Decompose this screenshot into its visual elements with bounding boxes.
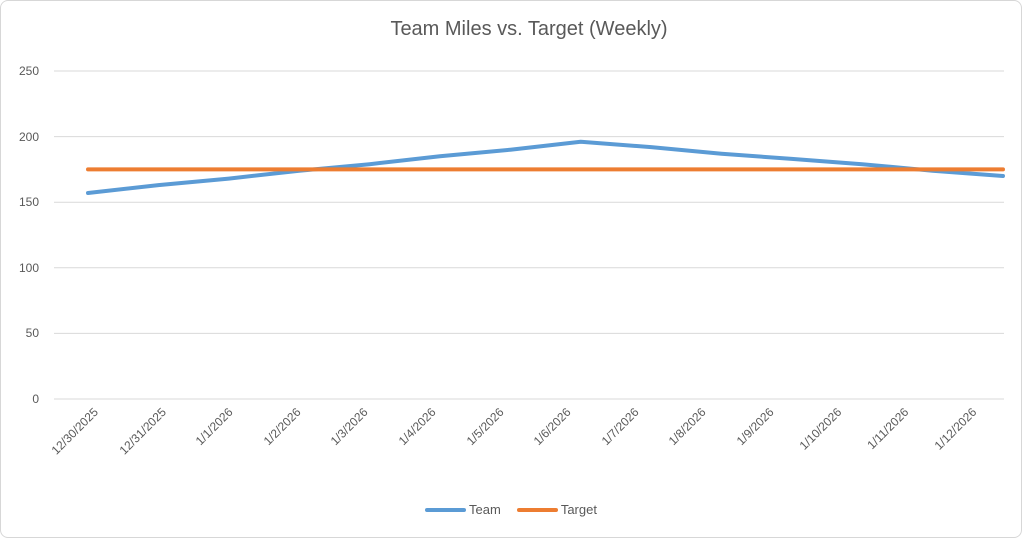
legend-label-target: Target	[560, 502, 597, 517]
legend: Team Target	[1, 502, 1021, 517]
target-line-swatch	[516, 507, 558, 512]
legend-label-team: Team	[469, 502, 501, 517]
legend-item-team: Team	[425, 502, 501, 517]
team-line-swatch	[425, 507, 467, 512]
y-tick-label: 50	[25, 326, 39, 341]
y-tick-label: 100	[18, 260, 39, 275]
y-tick-label: 250	[18, 64, 39, 78]
chart-title: Team Miles vs. Target (Weekly)	[390, 18, 668, 40]
legend-item-target: Target	[516, 502, 597, 517]
team-line	[86, 139, 1005, 195]
y-tick-label: 150	[18, 195, 39, 210]
y-tick-label: 0	[32, 392, 39, 406]
y-tick-label: 200	[18, 129, 39, 144]
